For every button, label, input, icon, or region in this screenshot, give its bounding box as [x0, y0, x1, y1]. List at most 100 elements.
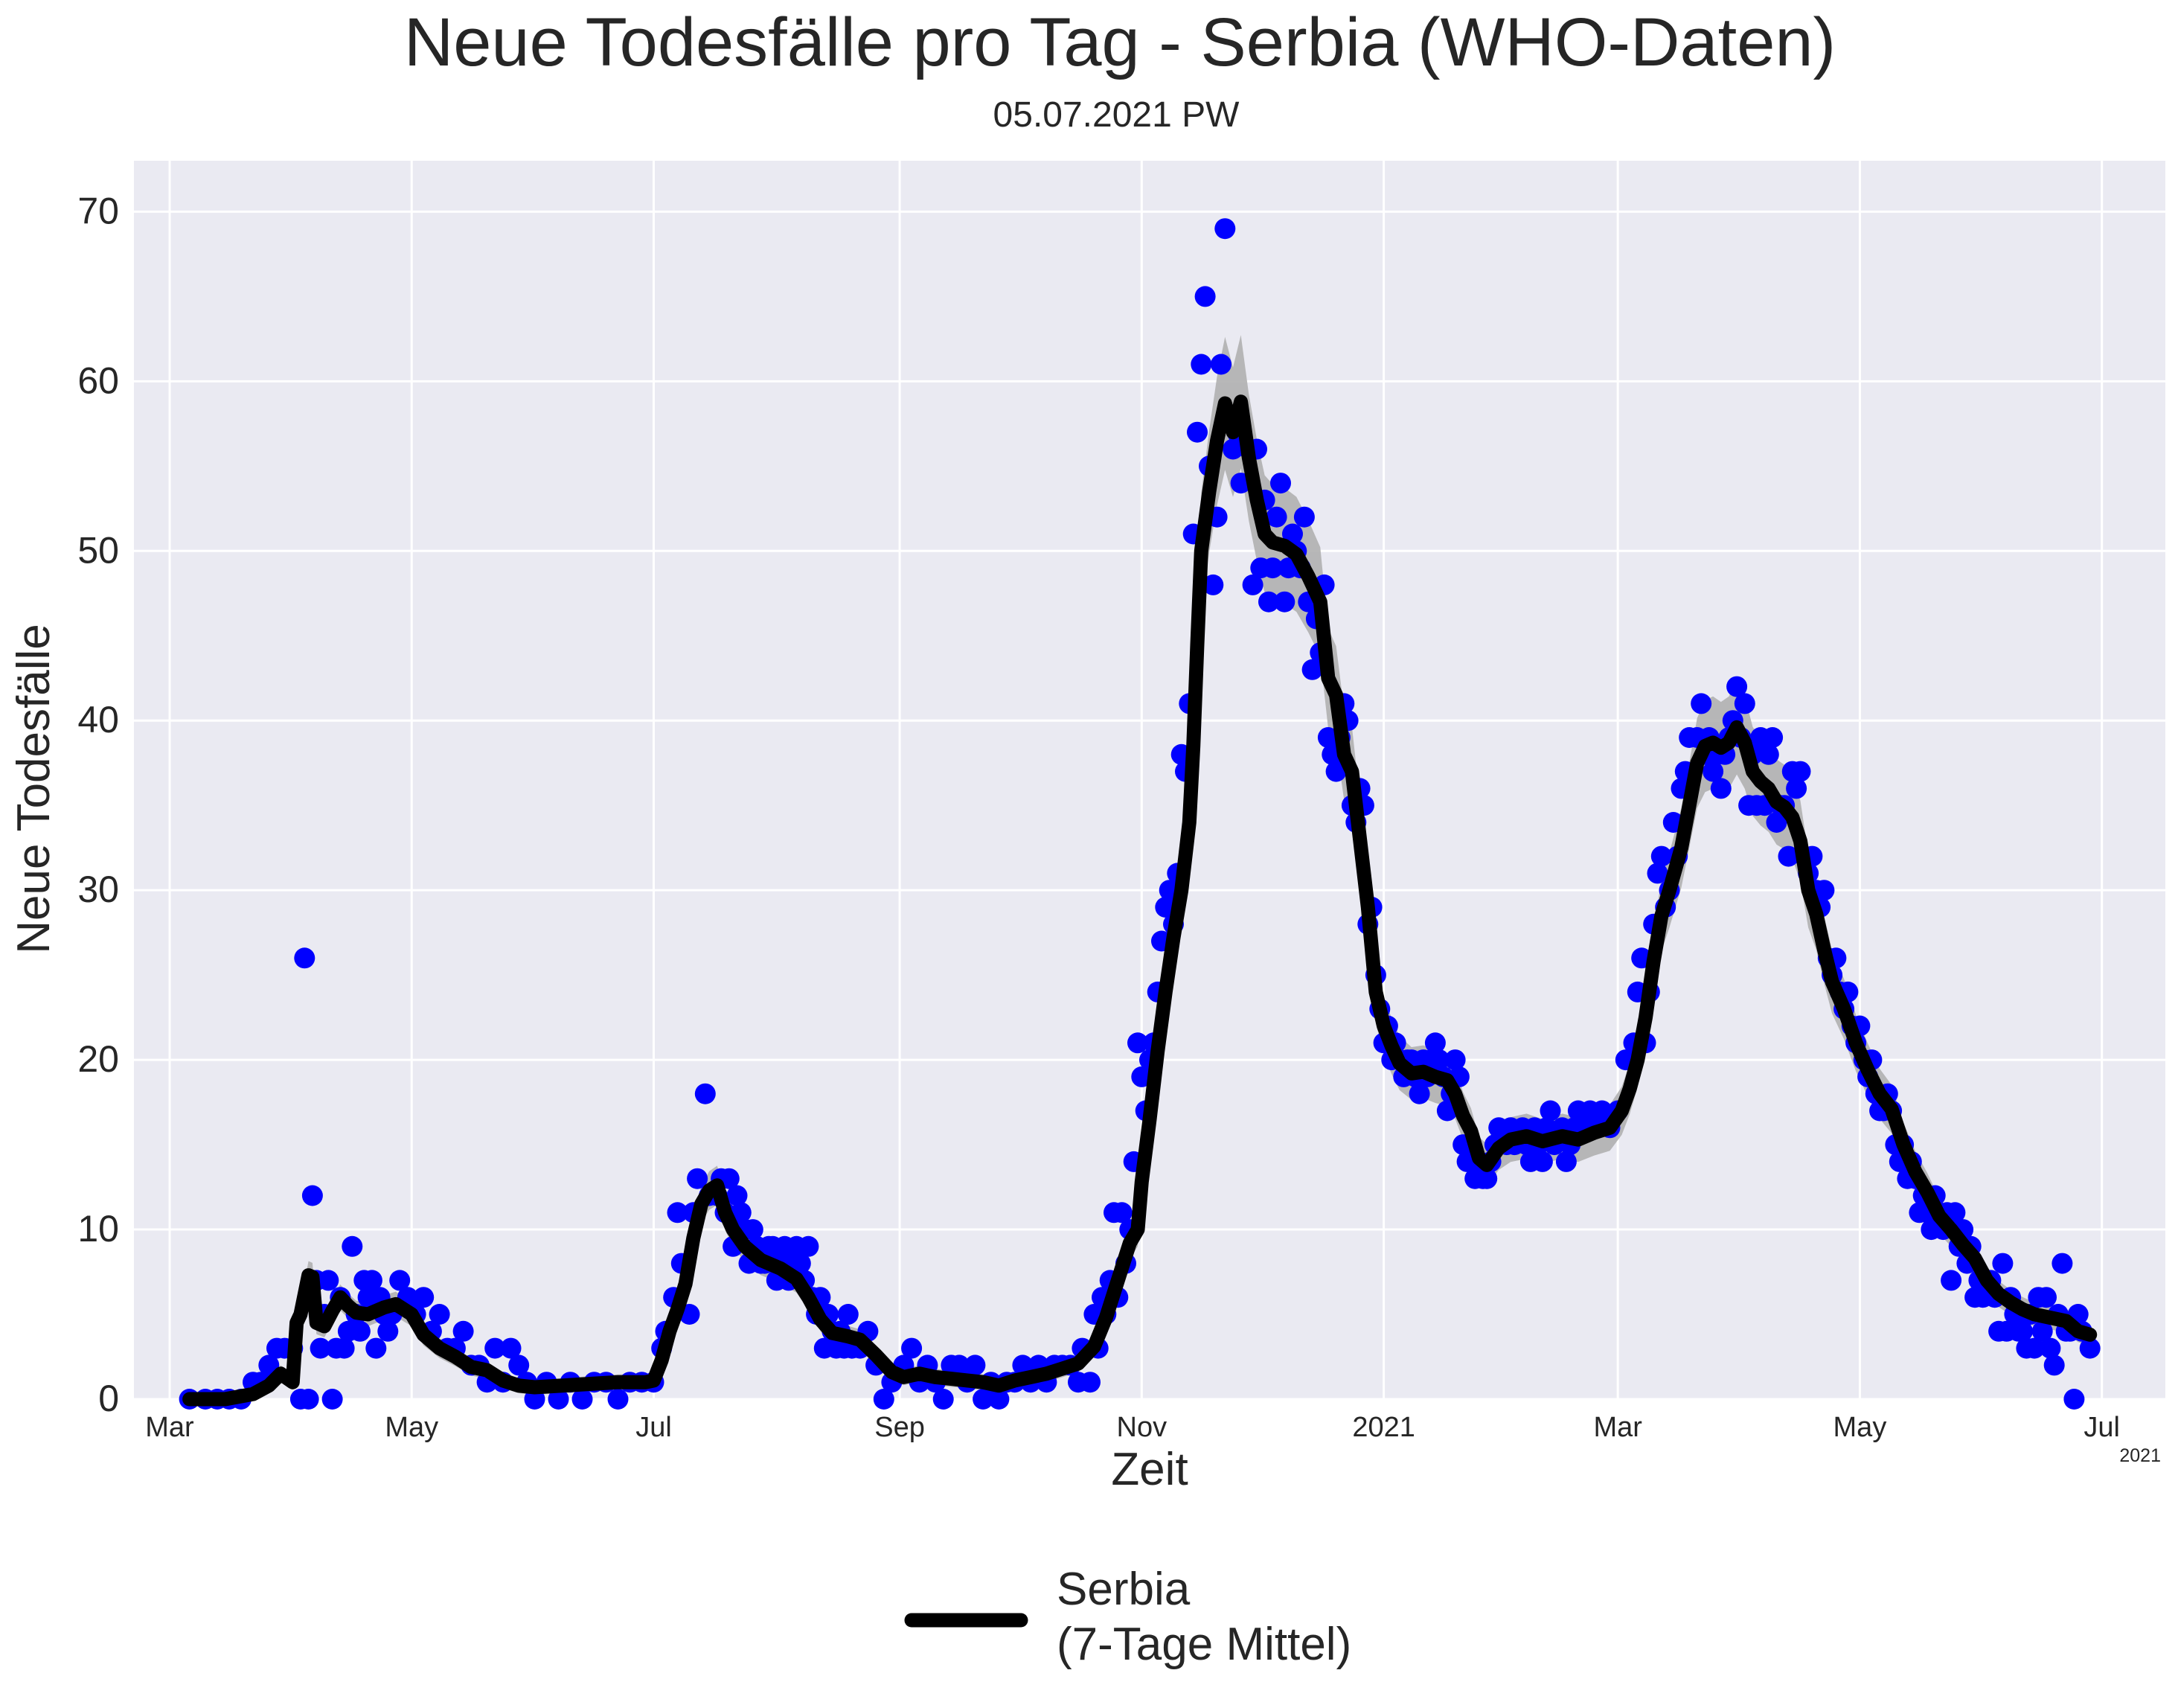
- x-tick-label: May: [1833, 1412, 1887, 1443]
- data-point: [742, 1219, 763, 1241]
- y-tick-label: 30: [77, 869, 119, 910]
- data-point: [964, 1354, 986, 1376]
- legend-text-line: Serbia: [1057, 1564, 1191, 1615]
- data-point: [548, 1389, 569, 1410]
- y-ticks: 0 10 20 30 40 50 60 70: [77, 190, 119, 1419]
- data-point: [1262, 557, 1284, 579]
- data-point: [1476, 1168, 1498, 1189]
- data-point: [1444, 1049, 1466, 1071]
- data-point: [1191, 354, 1212, 375]
- data-point: [1409, 1083, 1430, 1104]
- x-ticks: Mar May Jul Sep Nov 2021 Mar May Jul: [145, 1412, 2120, 1443]
- data-point: [1647, 863, 1668, 884]
- data-point: [789, 1253, 811, 1274]
- data-point: [1762, 727, 1784, 748]
- data-point: [1266, 506, 1287, 528]
- data-point: [2043, 1354, 2065, 1376]
- data-point: [484, 1337, 506, 1359]
- x-tick-label: Nov: [1117, 1412, 1168, 1443]
- data-point: [1555, 1151, 1577, 1172]
- data-point: [1766, 812, 1787, 833]
- data-point: [1429, 1049, 1450, 1071]
- data-point: [1258, 591, 1279, 612]
- data-point: [1591, 1100, 1612, 1122]
- data-point: [1691, 693, 1712, 714]
- data-point: [607, 1389, 629, 1410]
- data-point: [1274, 591, 1295, 612]
- data-point: [932, 1389, 954, 1410]
- data-point: [667, 1202, 688, 1224]
- data-point: [1282, 523, 1303, 545]
- data-point: [2040, 1337, 2061, 1359]
- data-point: [500, 1337, 522, 1359]
- data-point: [1202, 574, 1224, 595]
- data-point: [1941, 1270, 1962, 1291]
- series-line-serbia: [182, 394, 2098, 1407]
- data-point: [2012, 1320, 2033, 1342]
- y-tick-label: 20: [77, 1038, 119, 1080]
- data-point: [2063, 1389, 2085, 1410]
- data-point: [310, 1337, 331, 1359]
- data-point: [726, 1185, 748, 1206]
- y-tick-label: 50: [77, 529, 119, 571]
- data-point: [342, 1235, 363, 1257]
- data-point: [508, 1354, 530, 1376]
- data-point: [429, 1304, 450, 1325]
- data-point: [1325, 761, 1347, 782]
- data-point: [1242, 574, 1263, 595]
- data-point: [694, 1083, 716, 1104]
- y-tick-label: 0: [98, 1378, 119, 1419]
- data-point: [1211, 354, 1231, 375]
- data-point: [1778, 845, 1799, 867]
- data-point: [949, 1354, 970, 1376]
- data-point: [2079, 1337, 2101, 1359]
- y-axis-label: Neue Todesfälle: [8, 624, 60, 954]
- data-point: [1214, 218, 1236, 240]
- data-point: [1710, 778, 1732, 799]
- data-point: [873, 1389, 894, 1410]
- x-tick-label: May: [385, 1412, 438, 1443]
- legend-entry-serbia: Serbia (7-Tage Mittel): [1057, 1564, 1351, 1670]
- data-point: [1540, 1100, 1561, 1122]
- x-tick-label: Mar: [145, 1412, 194, 1443]
- x-tick-label: Jul: [635, 1412, 672, 1443]
- y-tick-label: 60: [77, 359, 119, 401]
- data-point: [1992, 1253, 2014, 1274]
- y-tick-label: 10: [77, 1208, 119, 1250]
- data-point: [1187, 421, 1208, 443]
- data-point: [1650, 845, 1672, 867]
- data-point: [361, 1270, 382, 1291]
- x-offset-label: 2021: [2119, 1445, 2161, 1466]
- chart-subtitle: 05.07.2021 PW: [993, 95, 1240, 135]
- data-point: [1127, 1032, 1148, 1054]
- data-point: [333, 1337, 355, 1359]
- legend: Serbia (7-Tage Mittel): [904, 1564, 1351, 1670]
- data-point: [973, 1389, 994, 1410]
- plot-area: [134, 161, 2165, 1399]
- data-point: [2031, 1320, 2053, 1342]
- legend-text-line: (7-Tage Mittel): [1057, 1619, 1351, 1670]
- data-point: [321, 1389, 343, 1410]
- data-point: [1223, 438, 1243, 460]
- data-point: [2024, 1337, 2045, 1359]
- data-point: [377, 1320, 399, 1342]
- data-point: [389, 1270, 411, 1291]
- x-tick-label: Sep: [874, 1412, 925, 1443]
- data-point: [294, 947, 316, 969]
- data-point: [1194, 286, 1216, 307]
- y-tick-label: 40: [77, 699, 119, 741]
- y-tick-label: 70: [77, 190, 119, 231]
- data-point: [1131, 1066, 1153, 1087]
- data-point: [301, 1185, 323, 1206]
- data-point: [365, 1337, 387, 1359]
- data-point: [687, 1168, 708, 1189]
- data-point: [798, 1235, 819, 1257]
- data-point: [837, 1304, 859, 1325]
- chart-title: Neue Todesfälle pro Tag - Serbia (WHO-Da…: [404, 4, 1836, 80]
- data-point: [452, 1320, 474, 1342]
- data-point: [1012, 1354, 1034, 1376]
- x-axis-label: Zeit: [1111, 1444, 1188, 1495]
- data-point: [1703, 761, 1724, 782]
- data-point: [1758, 743, 1779, 765]
